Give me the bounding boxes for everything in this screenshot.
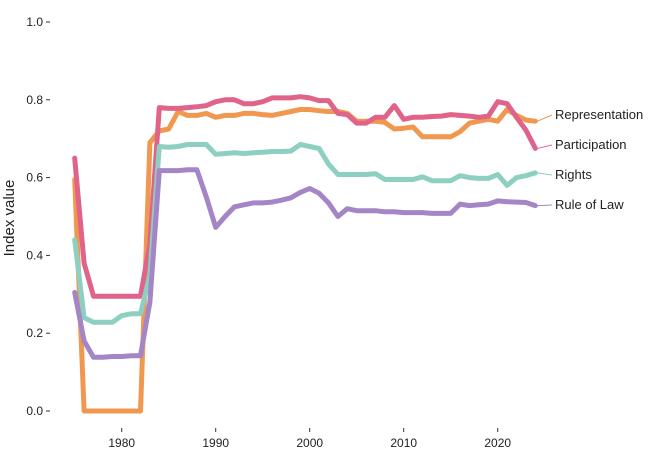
series-label-rule-of-law: Rule of Law — [555, 197, 624, 212]
series-layer — [72, 94, 538, 414]
y-tick-label: 0.0 — [26, 404, 43, 418]
series-label-layer: Representation Participation Rights Rule of… — [537, 107, 643, 212]
series-leader-representation — [537, 114, 553, 122]
x-axis: 1980 1990 2000 2010 2020 — [108, 428, 511, 450]
x-tick-label: 2000 — [296, 436, 323, 450]
x-tick-label: 2010 — [390, 436, 417, 450]
x-tick-label: 1980 — [108, 436, 135, 450]
x-tick-label: 1990 — [202, 436, 229, 450]
y-tick-label: 0.4 — [26, 248, 43, 262]
series-leader-rule-of-law — [537, 204, 553, 207]
series-label-rights: Rights — [555, 167, 592, 182]
y-axis-title: Index value — [1, 180, 18, 257]
y-tick-label: 0.2 — [26, 326, 43, 340]
y-tick-label: 1.0 — [26, 15, 43, 29]
series-leader-rights — [537, 172, 553, 176]
y-tick-label: 0.8 — [26, 93, 43, 107]
series-label-participation: Participation — [555, 137, 627, 152]
series-leader-participation — [537, 144, 553, 149]
y-axis: 0.0 0.2 0.4 0.6 0.8 1.0 — [26, 15, 50, 418]
series-line-representation — [72, 107, 538, 414]
y-tick-label: 0.6 — [26, 171, 43, 185]
series-line-rule-of-law — [72, 167, 538, 360]
x-tick-label: 2020 — [484, 436, 511, 450]
series-label-representation: Representation — [555, 107, 643, 122]
series-line-rights — [72, 142, 538, 325]
